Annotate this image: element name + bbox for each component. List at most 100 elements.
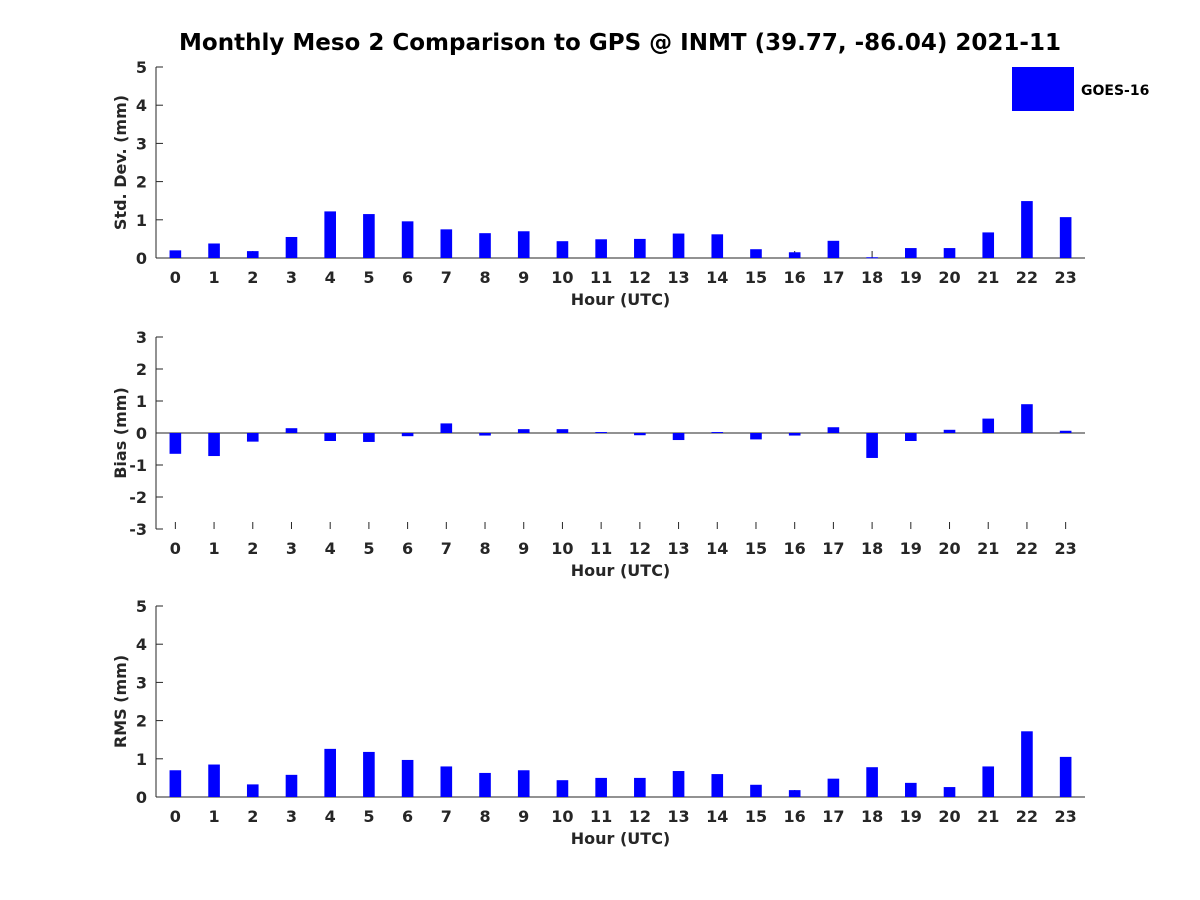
bar-bias-19 (905, 433, 917, 441)
x-tick-label: 6 (402, 268, 413, 287)
bar-stddev-3 (285, 236, 298, 258)
bar-stddev-0 (169, 250, 182, 258)
y-tick-label: 5 (136, 58, 147, 77)
x-tick-label: 16 (784, 807, 806, 826)
x-tick-label: 23 (1055, 807, 1077, 826)
bar-rms-11 (595, 777, 607, 797)
y-tick-label: 5 (136, 597, 147, 616)
y-axis-title: Bias (mm) (111, 387, 130, 479)
y-tick-label: -1 (129, 456, 147, 475)
bar-rms-6 (401, 759, 414, 797)
y-tick-label: 1 (136, 392, 147, 411)
bar-rms-3 (285, 774, 298, 797)
bar-rms-18 (866, 767, 878, 797)
y-tick-label: 4 (136, 635, 147, 654)
x-tick-label: 21 (977, 539, 999, 558)
x-tick-label: 22 (1016, 807, 1038, 826)
x-tick-label: 7 (441, 539, 452, 558)
x-tick-label: 2 (247, 539, 258, 558)
x-tick-label: 23 (1055, 268, 1077, 287)
bar-rms-21 (982, 766, 995, 797)
bar-stddev-18 (866, 257, 878, 259)
bar-bias-11 (595, 432, 607, 434)
y-tick-label: 2 (136, 173, 147, 192)
x-tick-label: 3 (286, 268, 297, 287)
bar-stddev-12 (634, 238, 646, 258)
bar-bias-7 (440, 423, 453, 433)
bar-rms-4 (324, 748, 336, 797)
bar-bias-0 (169, 433, 182, 454)
x-tick-label: 0 (170, 268, 181, 287)
x-tick-label: 21 (977, 807, 999, 826)
bar-stddev-1 (208, 243, 220, 258)
bar-stddev-16 (788, 252, 801, 258)
x-tick-label: 19 (900, 268, 922, 287)
bar-stddev-21 (982, 232, 995, 258)
bar-rms-17 (827, 778, 840, 797)
x-tick-label: 12 (629, 807, 651, 826)
x-tick-label: 18 (861, 268, 883, 287)
x-tick-label: 6 (402, 807, 413, 826)
x-tick-label: 11 (590, 807, 612, 826)
x-tick-label: 1 (208, 268, 219, 287)
bar-stddev-10 (556, 241, 569, 258)
bar-bias-18 (866, 433, 878, 458)
bar-rms-0 (169, 770, 182, 797)
bar-rms-14 (711, 774, 724, 797)
y-axis-title: Std. Dev. (mm) (111, 95, 130, 230)
bar-rms-2 (246, 784, 259, 797)
bar-rms-15 (750, 784, 762, 797)
x-tick-label: 1 (208, 539, 219, 558)
y-tick-label: -3 (129, 520, 147, 539)
bar-bias-9 (517, 429, 530, 433)
legend-swatch (1012, 67, 1074, 111)
x-tick-label: 4 (325, 807, 336, 826)
bar-bias-15 (750, 433, 762, 440)
x-tick-label: 5 (363, 539, 374, 558)
x-tick-label: 20 (938, 807, 960, 826)
y-tick-label: 1 (136, 211, 147, 230)
bar-rms-16 (788, 790, 801, 797)
x-tick-label: 9 (518, 807, 529, 826)
bar-stddev-20 (943, 248, 956, 258)
bar-rms-20 (943, 787, 956, 797)
bar-bias-6 (401, 433, 414, 437)
x-tick-label: 4 (325, 539, 336, 558)
x-tick-label: 23 (1055, 539, 1077, 558)
y-tick-label: 4 (136, 96, 147, 115)
x-tick-label: 2 (247, 268, 258, 287)
bar-stddev-9 (517, 231, 530, 258)
bar-bias-14 (711, 432, 724, 434)
x-tick-label: 18 (861, 807, 883, 826)
chart-title: Monthly Meso 2 Comparison to GPS @ INMT … (179, 30, 1061, 56)
x-tick-label: 3 (286, 539, 297, 558)
x-tick-label: 10 (551, 539, 573, 558)
bar-stddev-15 (750, 249, 762, 258)
x-tick-label: 1 (208, 807, 219, 826)
x-tick-label: 19 (900, 539, 922, 558)
x-tick-label: 16 (784, 539, 806, 558)
x-tick-label: 17 (822, 539, 844, 558)
bar-rms-5 (363, 751, 375, 797)
x-tick-label: 12 (629, 268, 651, 287)
bar-stddev-8 (479, 233, 491, 258)
bar-stddev-13 (672, 233, 685, 258)
y-tick-label: 2 (136, 360, 147, 379)
x-tick-label: 22 (1016, 539, 1038, 558)
bar-rms-10 (556, 780, 569, 797)
x-tick-label: 13 (667, 539, 689, 558)
x-tick-label: 18 (861, 539, 883, 558)
x-tick-label: 16 (784, 268, 806, 287)
x-tick-label: 21 (977, 268, 999, 287)
bar-stddev-17 (827, 240, 840, 258)
x-tick-label: 11 (590, 539, 612, 558)
bar-stddev-7 (440, 229, 453, 258)
bar-rms-8 (479, 772, 491, 797)
x-tick-label: 7 (441, 807, 452, 826)
x-axis-title: Hour (UTC) (571, 561, 671, 580)
x-axis-title: Hour (UTC) (571, 829, 671, 848)
bar-rms-13 (672, 771, 685, 797)
x-tick-label: 6 (402, 539, 413, 558)
